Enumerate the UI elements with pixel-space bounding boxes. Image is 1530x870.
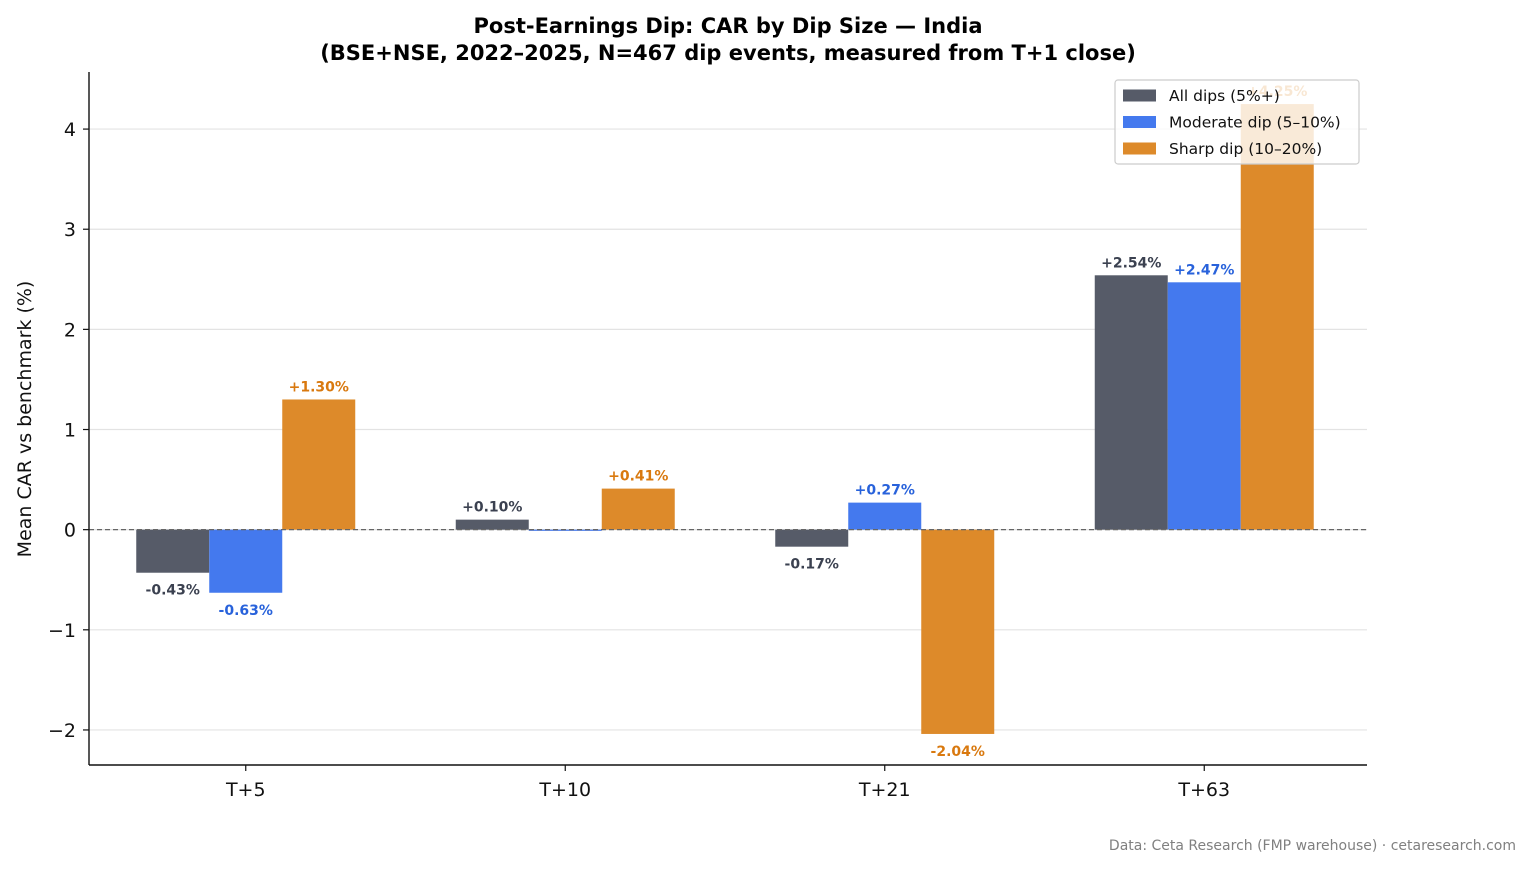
data-label: +0.41% <box>608 469 668 485</box>
bar <box>1240 104 1314 530</box>
data-label: -2.04% <box>931 744 985 760</box>
y-tick-label: 1 <box>64 420 76 442</box>
bar <box>775 529 849 547</box>
bar <box>1094 275 1168 530</box>
x-tick-label: T+10 <box>538 779 591 801</box>
x-tick-label: T+63 <box>1177 779 1230 801</box>
y-tick-label: 2 <box>64 319 76 341</box>
data-label: -0.43% <box>146 583 200 599</box>
data-label: +2.54% <box>1101 255 1161 271</box>
bar <box>848 502 922 530</box>
y-tick-label: 4 <box>64 119 76 141</box>
legend-label: Sharp dip (10–20%) <box>1169 140 1322 158</box>
y-axis-label: Mean CAR vs benchmark (%) <box>14 281 36 558</box>
x-tick-label: T+5 <box>225 779 266 801</box>
legend-swatch <box>1123 142 1156 155</box>
bars <box>136 104 1314 734</box>
x-tick-label: T+21 <box>858 779 911 801</box>
bar <box>601 488 675 530</box>
legend-swatch <box>1123 89 1156 102</box>
y-tick-label: 0 <box>64 520 76 542</box>
data-label: +0.10% <box>462 500 522 516</box>
bar <box>921 529 995 734</box>
chart-title: Post-Earnings Dip: CAR by Dip Size — Ind… <box>474 14 983 38</box>
bar <box>1167 282 1241 530</box>
bar <box>282 399 356 530</box>
bar <box>455 519 529 530</box>
data-label: +0.27% <box>855 483 915 499</box>
legend-label: All dips (5%+) <box>1169 87 1280 105</box>
data-label: -0.17% <box>785 557 839 573</box>
source-note: Data: Ceta Research (FMP warehouse) · ce… <box>1108 838 1516 854</box>
bar <box>209 529 283 593</box>
chart-subtitle: (BSE+NSE, 2022–2025, N=467 dip events, m… <box>320 41 1136 65</box>
data-label: +1.30% <box>289 379 349 395</box>
legend-swatch <box>1123 116 1156 128</box>
legend-label: Moderate dip (5–10%) <box>1169 114 1341 132</box>
legend-box <box>1114 79 1360 165</box>
y-tick-label: 3 <box>64 219 76 241</box>
data-label: +2.47% <box>1174 262 1234 278</box>
data-label: -0.63% <box>219 603 273 619</box>
bar <box>136 529 210 573</box>
axes: −2 −1 0 1 2 3 4 T+5 T+10 T+21 T+63 <box>48 72 1367 801</box>
y-tick-label: −2 <box>48 720 76 742</box>
legend: All dips (5%+) Moderate dip (5–10%) Sharp … <box>1114 79 1360 165</box>
y-tick-label: −1 <box>48 620 76 642</box>
